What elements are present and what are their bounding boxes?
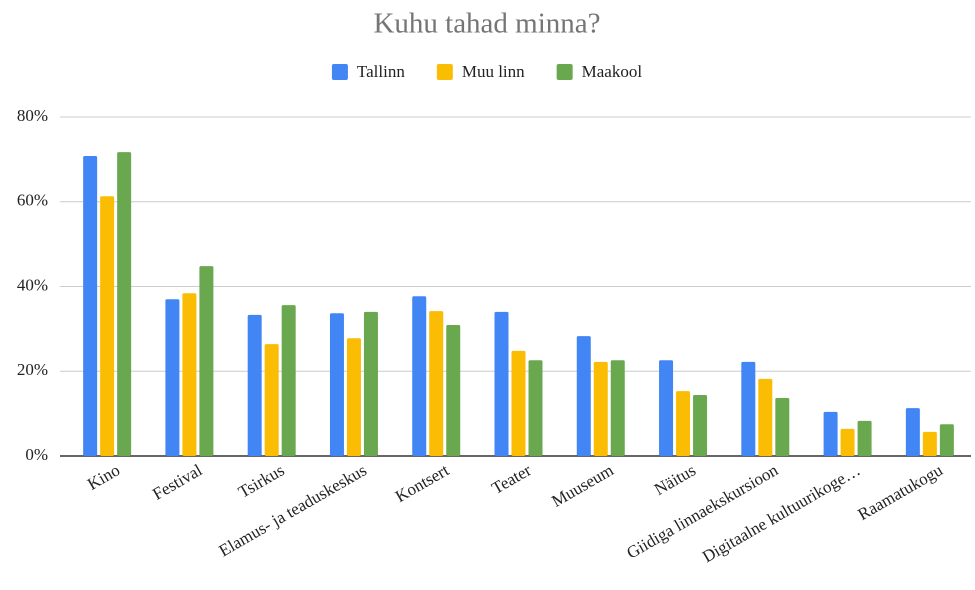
bar bbox=[775, 397, 790, 456]
bar bbox=[281, 305, 296, 456]
legend-swatch bbox=[556, 64, 573, 80]
bar bbox=[593, 361, 608, 456]
bar bbox=[576, 336, 591, 456]
bar bbox=[823, 411, 838, 456]
bar bbox=[676, 391, 691, 456]
x-tick-label: Kontsert bbox=[392, 460, 452, 506]
bar bbox=[247, 314, 262, 456]
x-tick-label: Raamatukogu bbox=[855, 460, 947, 524]
bar bbox=[741, 361, 756, 456]
bar bbox=[412, 296, 427, 456]
bar bbox=[264, 344, 279, 456]
y-tick-label: 20% bbox=[17, 360, 48, 379]
bar bbox=[363, 311, 378, 456]
y-tick-label: 40% bbox=[17, 275, 48, 294]
x-tick-label: Kino bbox=[84, 460, 123, 493]
bar bbox=[165, 299, 180, 456]
legend-label: Maakool bbox=[582, 62, 643, 81]
bar bbox=[83, 155, 98, 457]
legend-swatch bbox=[331, 64, 348, 80]
bar bbox=[758, 378, 773, 456]
x-tick-label: Festival bbox=[149, 460, 205, 504]
x-tick-label: Digitaalne kultuurikoge… bbox=[699, 460, 863, 566]
legend-label: Tallinn bbox=[357, 62, 405, 81]
bar bbox=[446, 325, 461, 456]
bar bbox=[857, 420, 872, 456]
bar bbox=[528, 360, 543, 456]
chart-title: Kuhu tahad minna? bbox=[373, 8, 600, 40]
bar bbox=[182, 293, 197, 456]
x-tick-label: Tsirkus bbox=[235, 460, 288, 501]
legend-label: Muu linn bbox=[462, 62, 525, 81]
y-tick-label: 0% bbox=[25, 445, 48, 464]
bar bbox=[494, 311, 509, 456]
bar bbox=[939, 424, 954, 456]
bar bbox=[840, 428, 855, 456]
y-tick-label: 60% bbox=[17, 191, 48, 210]
bar bbox=[610, 360, 625, 456]
bar bbox=[117, 152, 132, 456]
x-tick-label: Muuseum bbox=[548, 460, 616, 510]
bar bbox=[429, 311, 444, 456]
legend-swatch bbox=[436, 64, 453, 80]
x-tick-label: Teater bbox=[488, 460, 534, 498]
bar bbox=[100, 196, 115, 456]
bar bbox=[346, 338, 361, 456]
bar bbox=[693, 394, 708, 456]
x-tick-label: Näitus bbox=[651, 460, 699, 499]
bar bbox=[329, 313, 344, 456]
bar bbox=[659, 360, 674, 456]
bar bbox=[511, 350, 526, 456]
y-tick-label: 80% bbox=[17, 106, 48, 125]
bar bbox=[922, 431, 937, 456]
bar bbox=[199, 266, 214, 456]
x-tick-label: Elamus- ja teaduskeskus bbox=[216, 460, 370, 560]
bar bbox=[905, 408, 920, 456]
